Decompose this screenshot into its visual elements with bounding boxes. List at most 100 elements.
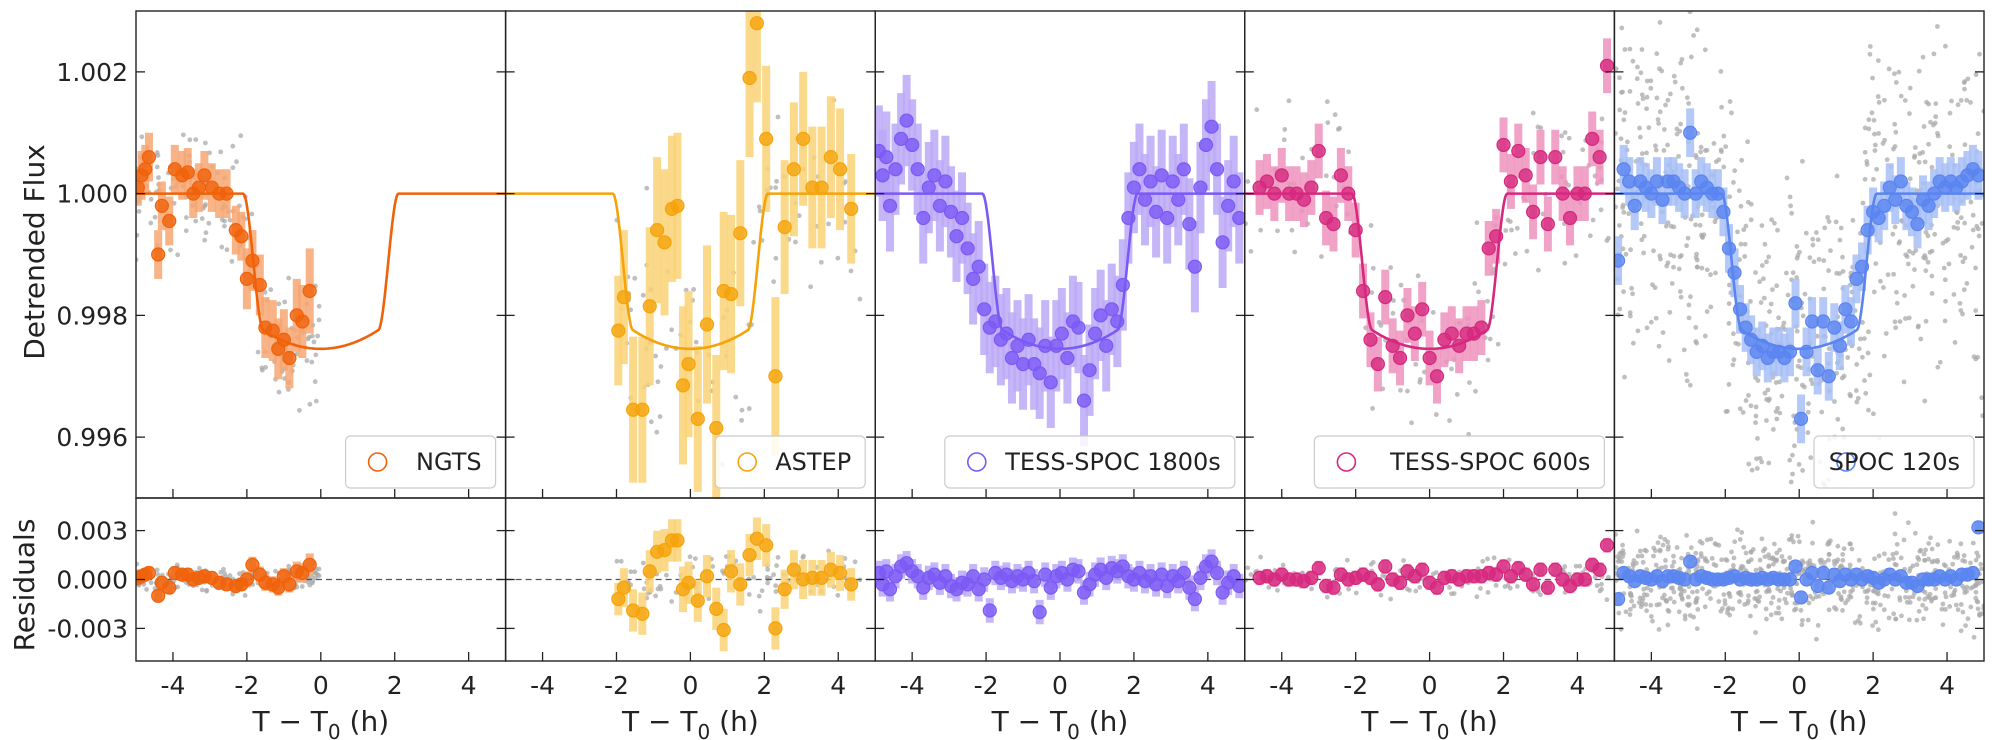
raw-residual-point bbox=[1948, 584, 1953, 590]
raw-data-point bbox=[1792, 443, 1797, 449]
binned-data-point bbox=[1099, 338, 1114, 353]
raw-data-point bbox=[1409, 420, 1414, 426]
raw-data-point bbox=[1663, 223, 1669, 229]
raw-residual-point bbox=[1892, 531, 1898, 537]
raw-residual-point bbox=[1826, 552, 1832, 557]
raw-data-point bbox=[1739, 157, 1745, 163]
residual-point bbox=[1971, 520, 1985, 535]
raw-residual-point bbox=[1845, 597, 1851, 603]
raw-data-point bbox=[1281, 137, 1287, 143]
raw-data-point bbox=[773, 255, 779, 261]
raw-data-point bbox=[1912, 267, 1917, 273]
residual-point bbox=[786, 562, 801, 577]
raw-data-point bbox=[1677, 289, 1683, 294]
raw-residual-point bbox=[1886, 615, 1892, 621]
raw-data-point bbox=[1880, 285, 1886, 290]
raw-data-point bbox=[1368, 223, 1374, 228]
raw-residual-point bbox=[1764, 616, 1769, 622]
raw-residual-point bbox=[1943, 563, 1948, 569]
raw-residual-point bbox=[1857, 613, 1863, 619]
raw-data-point bbox=[1840, 254, 1845, 260]
raw-data-point bbox=[733, 394, 739, 400]
raw-data-point bbox=[262, 289, 268, 295]
raw-data-point bbox=[1794, 328, 1800, 334]
raw-data-point bbox=[1779, 538, 1784, 543]
raw-data-point bbox=[1893, 80, 1899, 85]
binned-data-point bbox=[977, 302, 992, 317]
raw-data-point bbox=[1801, 384, 1807, 390]
binned-data-point bbox=[151, 247, 166, 262]
raw-data-point bbox=[1962, 86, 1967, 92]
raw-data-point bbox=[1754, 456, 1759, 462]
raw-data-point bbox=[1346, 149, 1351, 155]
raw-data-point bbox=[1629, 285, 1635, 291]
binned-data-point bbox=[1176, 162, 1191, 177]
raw-data-point bbox=[316, 303, 322, 309]
raw-data-point bbox=[1754, 466, 1760, 471]
raw-residual-point bbox=[1836, 591, 1841, 596]
raw-data-point bbox=[1815, 237, 1821, 243]
raw-residual-point bbox=[1922, 596, 1928, 602]
residual-point bbox=[1232, 578, 1245, 594]
flux-plot-area bbox=[875, 74, 1245, 447]
raw-data-point bbox=[835, 255, 841, 261]
raw-data-point bbox=[1925, 233, 1931, 239]
raw-data-point bbox=[1864, 162, 1870, 167]
binned-data-point bbox=[650, 223, 665, 238]
x-axis-label-sub: 0 bbox=[1437, 720, 1450, 740]
residual-point bbox=[977, 572, 992, 587]
binned-data-point bbox=[219, 186, 234, 201]
raw-data-point bbox=[1867, 44, 1873, 49]
raw-residual-point bbox=[1926, 541, 1932, 546]
binned-data-point bbox=[1333, 168, 1348, 183]
raw-data-point bbox=[1800, 158, 1805, 164]
raw-data-point bbox=[1391, 298, 1396, 303]
raw-residual-point bbox=[1669, 563, 1675, 569]
legend-box bbox=[714, 435, 866, 489]
raw-data-point bbox=[1699, 212, 1705, 218]
raw-residual-point bbox=[1910, 594, 1916, 600]
raw-data-point bbox=[1704, 267, 1710, 273]
residual-point bbox=[742, 547, 757, 563]
raw-residual-point bbox=[1667, 596, 1673, 601]
raw-data-point bbox=[1485, 357, 1491, 363]
raw-data-point bbox=[1923, 255, 1929, 261]
raw-residual-point bbox=[1838, 596, 1844, 601]
x-tick-label: 4 bbox=[830, 671, 846, 700]
raw-data-point bbox=[1922, 159, 1928, 165]
raw-residual-point bbox=[199, 587, 205, 593]
raw-data-point bbox=[1727, 194, 1733, 200]
raw-residual-point bbox=[1666, 609, 1672, 614]
binned-data-point bbox=[234, 229, 249, 244]
raw-residual-point bbox=[1768, 600, 1774, 606]
raw-data-point bbox=[1740, 410, 1746, 415]
raw-residual-point bbox=[1638, 604, 1644, 610]
raw-data-point bbox=[1893, 325, 1899, 331]
raw-residual-point bbox=[1716, 542, 1722, 548]
raw-data-point bbox=[1866, 329, 1871, 335]
raw-residual-point bbox=[1368, 561, 1374, 567]
raw-residual-point bbox=[1648, 587, 1654, 593]
raw-residual-point bbox=[1730, 563, 1736, 568]
raw-residual-point bbox=[1502, 584, 1508, 589]
binned-data-point bbox=[670, 198, 685, 213]
residual-point bbox=[1032, 604, 1047, 620]
raw-data-point bbox=[1894, 289, 1899, 295]
raw-residual-point bbox=[1960, 609, 1966, 615]
raw-data-point bbox=[1977, 51, 1982, 57]
residual-point bbox=[1577, 572, 1592, 587]
raw-residual-point bbox=[664, 572, 669, 578]
raw-data-point bbox=[1862, 378, 1867, 383]
raw-data-point bbox=[1275, 228, 1280, 234]
raw-data-point bbox=[1980, 413, 1985, 419]
raw-data-point bbox=[739, 417, 744, 423]
binned-data-point bbox=[276, 332, 291, 347]
raw-data-point bbox=[1742, 254, 1748, 259]
raw-data-point bbox=[1672, 79, 1678, 85]
raw-residual-point bbox=[1770, 555, 1776, 561]
raw-residual-point bbox=[1968, 585, 1974, 591]
raw-residual-point bbox=[1891, 611, 1897, 617]
legend-marker bbox=[737, 452, 758, 472]
raw-data-point bbox=[1485, 298, 1490, 304]
binned-data-point bbox=[1400, 308, 1415, 323]
